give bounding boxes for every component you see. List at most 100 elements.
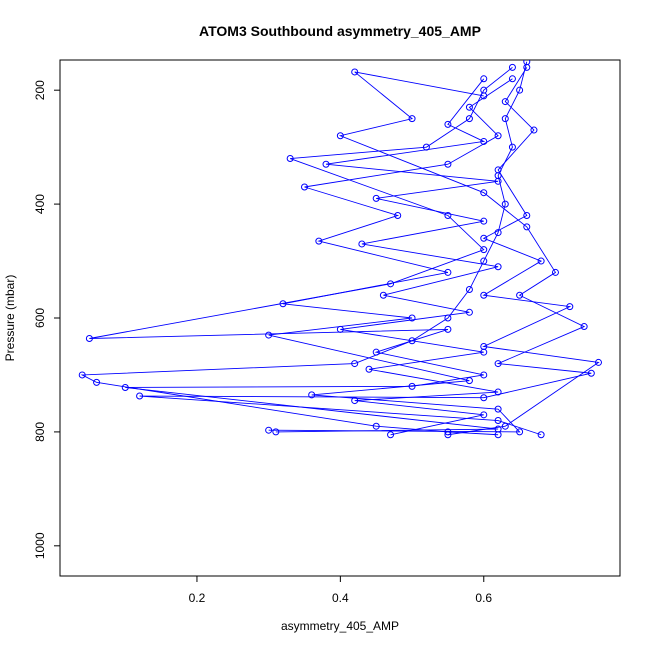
data-point bbox=[444, 211, 452, 219]
data-point bbox=[501, 422, 509, 430]
plot-frame bbox=[59, 59, 621, 577]
data-line bbox=[89, 67, 513, 433]
y-tick-label: 1000 bbox=[33, 532, 47, 559]
data-point bbox=[480, 234, 488, 242]
data-point bbox=[365, 365, 373, 373]
data-point bbox=[444, 120, 452, 128]
data-point bbox=[279, 300, 287, 308]
data-point bbox=[494, 132, 502, 140]
y-tick-label: 200 bbox=[33, 80, 47, 100]
data-point bbox=[537, 257, 545, 265]
data-point bbox=[480, 371, 488, 379]
data-point bbox=[516, 86, 524, 94]
data-point bbox=[408, 314, 416, 322]
data-point bbox=[516, 291, 524, 299]
data-point bbox=[465, 308, 473, 316]
data-point bbox=[408, 115, 416, 123]
data-point bbox=[480, 348, 488, 356]
data-line bbox=[139, 71, 592, 436]
data-point bbox=[501, 115, 509, 123]
data-point bbox=[286, 155, 294, 163]
data-point bbox=[530, 126, 538, 134]
data-point bbox=[372, 194, 380, 202]
data-point bbox=[587, 369, 595, 377]
data-point bbox=[336, 132, 344, 140]
data-point bbox=[523, 63, 531, 71]
data-point bbox=[594, 358, 602, 366]
data-point bbox=[444, 325, 452, 333]
data-line bbox=[268, 78, 521, 433]
data-point bbox=[408, 337, 416, 345]
y-tick-label: 600 bbox=[33, 308, 47, 328]
data-point bbox=[480, 75, 488, 83]
data-point bbox=[480, 394, 488, 402]
data-point bbox=[136, 392, 144, 400]
data-point bbox=[85, 335, 93, 343]
data-point bbox=[580, 323, 588, 331]
y-tick-label: 400 bbox=[33, 194, 47, 214]
data-point bbox=[315, 237, 323, 245]
data-point bbox=[394, 211, 402, 219]
data-point bbox=[465, 115, 473, 123]
data-point bbox=[372, 348, 380, 356]
data-point bbox=[551, 268, 559, 276]
data-point bbox=[494, 417, 502, 425]
data-point bbox=[387, 431, 395, 439]
data-point bbox=[480, 291, 488, 299]
data-point bbox=[265, 331, 273, 339]
data-point bbox=[494, 263, 502, 271]
data-point bbox=[494, 177, 502, 185]
data-point bbox=[351, 360, 359, 368]
data-point bbox=[121, 383, 129, 391]
data-point bbox=[444, 428, 452, 436]
data-point bbox=[494, 166, 502, 174]
data-point bbox=[272, 428, 280, 436]
data-line bbox=[447, 67, 600, 436]
data-point bbox=[444, 431, 452, 439]
x-tick-label: 0.6 bbox=[475, 591, 492, 605]
data-point bbox=[537, 431, 545, 439]
data-point bbox=[78, 371, 86, 379]
y-axis-label: Pressure (mbar) bbox=[3, 275, 17, 362]
data-point bbox=[566, 303, 574, 311]
data-line bbox=[325, 78, 499, 436]
chart-title: ATOM3 Southbound asymmetry_405_AMP bbox=[199, 23, 481, 39]
data-point bbox=[501, 200, 509, 208]
data-line bbox=[80, 61, 528, 436]
data-point bbox=[351, 68, 359, 76]
data-point bbox=[265, 426, 273, 434]
data-point bbox=[480, 246, 488, 254]
data-point bbox=[93, 378, 101, 386]
data-point bbox=[308, 391, 316, 399]
data-point bbox=[494, 405, 502, 413]
data-point bbox=[480, 137, 488, 145]
data-point bbox=[336, 325, 344, 333]
data-point bbox=[358, 240, 366, 248]
data-point bbox=[480, 189, 488, 197]
data-point bbox=[480, 217, 488, 225]
x-tick-label: 0.2 bbox=[189, 591, 206, 605]
data-point bbox=[480, 411, 488, 419]
data-point bbox=[494, 360, 502, 368]
data-point bbox=[351, 397, 359, 405]
data-point bbox=[523, 211, 531, 219]
data-point bbox=[508, 63, 516, 71]
data-point bbox=[301, 183, 309, 191]
data-point bbox=[494, 388, 502, 396]
x-axis-label: asymmetry_405_AMP bbox=[281, 619, 399, 633]
data-point bbox=[465, 103, 473, 111]
data-point bbox=[508, 143, 516, 151]
data-point bbox=[322, 160, 330, 168]
data-point bbox=[444, 268, 452, 276]
data-point bbox=[508, 75, 516, 83]
data-point bbox=[465, 377, 473, 385]
data-point bbox=[379, 291, 387, 299]
data-point bbox=[523, 223, 531, 231]
data-point bbox=[516, 428, 524, 436]
data-point bbox=[444, 160, 452, 168]
data-point bbox=[501, 98, 509, 106]
x-tick-label: 0.4 bbox=[332, 591, 349, 605]
y-tick-label: 800 bbox=[33, 422, 47, 442]
data-point bbox=[465, 286, 473, 294]
